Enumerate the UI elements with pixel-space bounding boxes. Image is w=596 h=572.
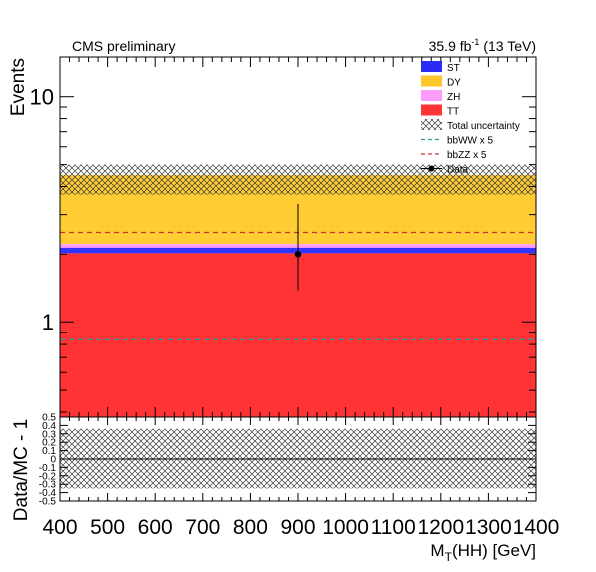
ratio-y-tick-label: -0.4 bbox=[39, 488, 57, 499]
ratio-y-tick-label: 0.2 bbox=[42, 438, 56, 449]
ratio-y-ticks: 0.50.40.30.20.10-0.1-0.2-0.3-0.4-0.5 bbox=[39, 413, 536, 508]
ratio-y-tick-label: 0.5 bbox=[42, 413, 56, 424]
main-y-ticks bbox=[60, 96, 536, 413]
ratio-y-tick-label: 0.4 bbox=[42, 421, 56, 432]
ratio-y-tick-label: -0.5 bbox=[39, 497, 57, 508]
x-tick-label: 1300 bbox=[465, 516, 512, 539]
uncertainty-band bbox=[60, 164, 536, 195]
main-pad bbox=[59, 56, 537, 418]
data-layer bbox=[294, 203, 302, 291]
legend-item-bbww: bbWW x 5 bbox=[421, 136, 494, 147]
legend: ST DY ZH TT Total uncertainty bbWW x 5 bbZZ x … bbox=[421, 61, 520, 176]
legend-item-data: Data bbox=[421, 165, 469, 176]
ratio-y-tick-label: 0.3 bbox=[42, 429, 56, 440]
ratio-y-tick-label: 0.1 bbox=[42, 446, 56, 457]
x-tick-label: 1000 bbox=[322, 516, 369, 539]
x-axis-label: MT(HH) [GeV] bbox=[430, 541, 536, 564]
stack-layer bbox=[60, 164, 536, 417]
x-tick-labels: 400 500 600 700 800 900 1000 1100 1200 1300 1400 bbox=[42, 516, 559, 539]
ratio-y-tick-label: -0.2 bbox=[39, 471, 57, 482]
legend-label: Data bbox=[447, 165, 469, 176]
legend-swatch bbox=[421, 119, 442, 130]
legend-swatch bbox=[428, 165, 435, 172]
legend-swatch bbox=[421, 75, 442, 87]
legend-item-zh: ZH bbox=[421, 90, 460, 103]
ratio-y-axis-label: Data/MC - 1 bbox=[11, 419, 32, 521]
legend-label: ST bbox=[447, 63, 460, 74]
x-tick-label: 900 bbox=[280, 516, 315, 539]
ratio-pad: 0.50.40.30.20.10-0.1-0.2-0.3-0.4-0.5 bbox=[39, 413, 537, 508]
x-tick-label: 800 bbox=[233, 516, 268, 539]
legend-label: TT bbox=[447, 107, 459, 118]
legend-label: bbWW x 5 bbox=[447, 136, 494, 147]
legend-label: Total uncertainty bbox=[447, 121, 520, 132]
ratio-y-tick-label: -0.1 bbox=[39, 463, 57, 474]
ratio-x-ticks bbox=[59, 417, 537, 501]
y-axis-label: Events bbox=[8, 58, 29, 116]
legend-item-tt: TT bbox=[421, 104, 459, 118]
x-tick-label: 1200 bbox=[417, 516, 464, 539]
legend-label: bbZZ x 5 bbox=[447, 150, 487, 161]
legend-item-bbzz: bbZZ x 5 bbox=[421, 150, 487, 161]
x-tick-label: 600 bbox=[138, 516, 173, 539]
y-tick-label-1: 1 bbox=[42, 310, 54, 335]
x-tick-label: 400 bbox=[42, 516, 77, 539]
legend-swatch bbox=[421, 104, 442, 116]
legend-label: ZH bbox=[447, 92, 460, 103]
x-tick-label: 1400 bbox=[513, 516, 560, 539]
legend-label: DY bbox=[447, 78, 461, 89]
legend-item-total: Total uncertainty bbox=[421, 119, 520, 132]
legend-swatch bbox=[421, 90, 442, 101]
y-tick-label-10: 10 bbox=[30, 85, 54, 110]
luminosity-label: 35.9 fb-1 (13 TeV) bbox=[429, 37, 536, 54]
legend-item-dy: DY bbox=[421, 75, 461, 89]
legend-item-st: ST bbox=[421, 61, 460, 74]
x-tick-label: 500 bbox=[90, 516, 125, 539]
experiment-label: CMS preliminary bbox=[72, 38, 175, 54]
legend-swatch bbox=[421, 61, 442, 72]
ratio-y-tick-label: 0 bbox=[50, 455, 56, 466]
main-x-ticks bbox=[59, 57, 537, 417]
data-point bbox=[294, 251, 302, 258]
x-tick-label: 1100 bbox=[371, 516, 416, 539]
x-tick-label: 700 bbox=[185, 516, 220, 539]
ratio-y-tick-label: -0.3 bbox=[39, 480, 57, 491]
